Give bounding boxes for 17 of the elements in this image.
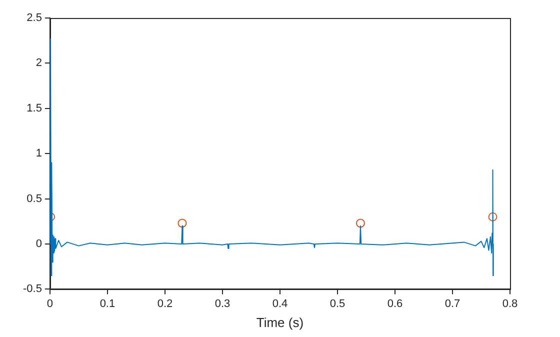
y-tick-label: 0.5 [26,192,42,205]
x-tick-label: 0.4 [272,298,288,310]
x-axis-title: Time (s) [256,314,304,330]
y-tick-label: 2.5 [26,12,42,24]
x-tick-label: 0.6 [387,298,403,310]
y-tick-label: 1 [36,148,42,160]
x-tick-label: 0.1 [100,298,116,310]
y-tick-label: 2 [36,57,42,70]
x-tick-label: 0.2 [157,298,173,310]
x-tick-label: 0 [46,298,54,310]
x-tick-label: 0.5 [330,298,346,310]
y-tick-label: 1.5 [26,102,42,114]
y-tick-label: 0 [36,238,42,250]
x-tick-label: 0.8 [502,298,518,310]
x-tick-label: 0.3 [214,298,230,310]
x-tick-label: 0.7 [444,298,460,310]
y-tick-label: -0.5 [22,283,42,296]
